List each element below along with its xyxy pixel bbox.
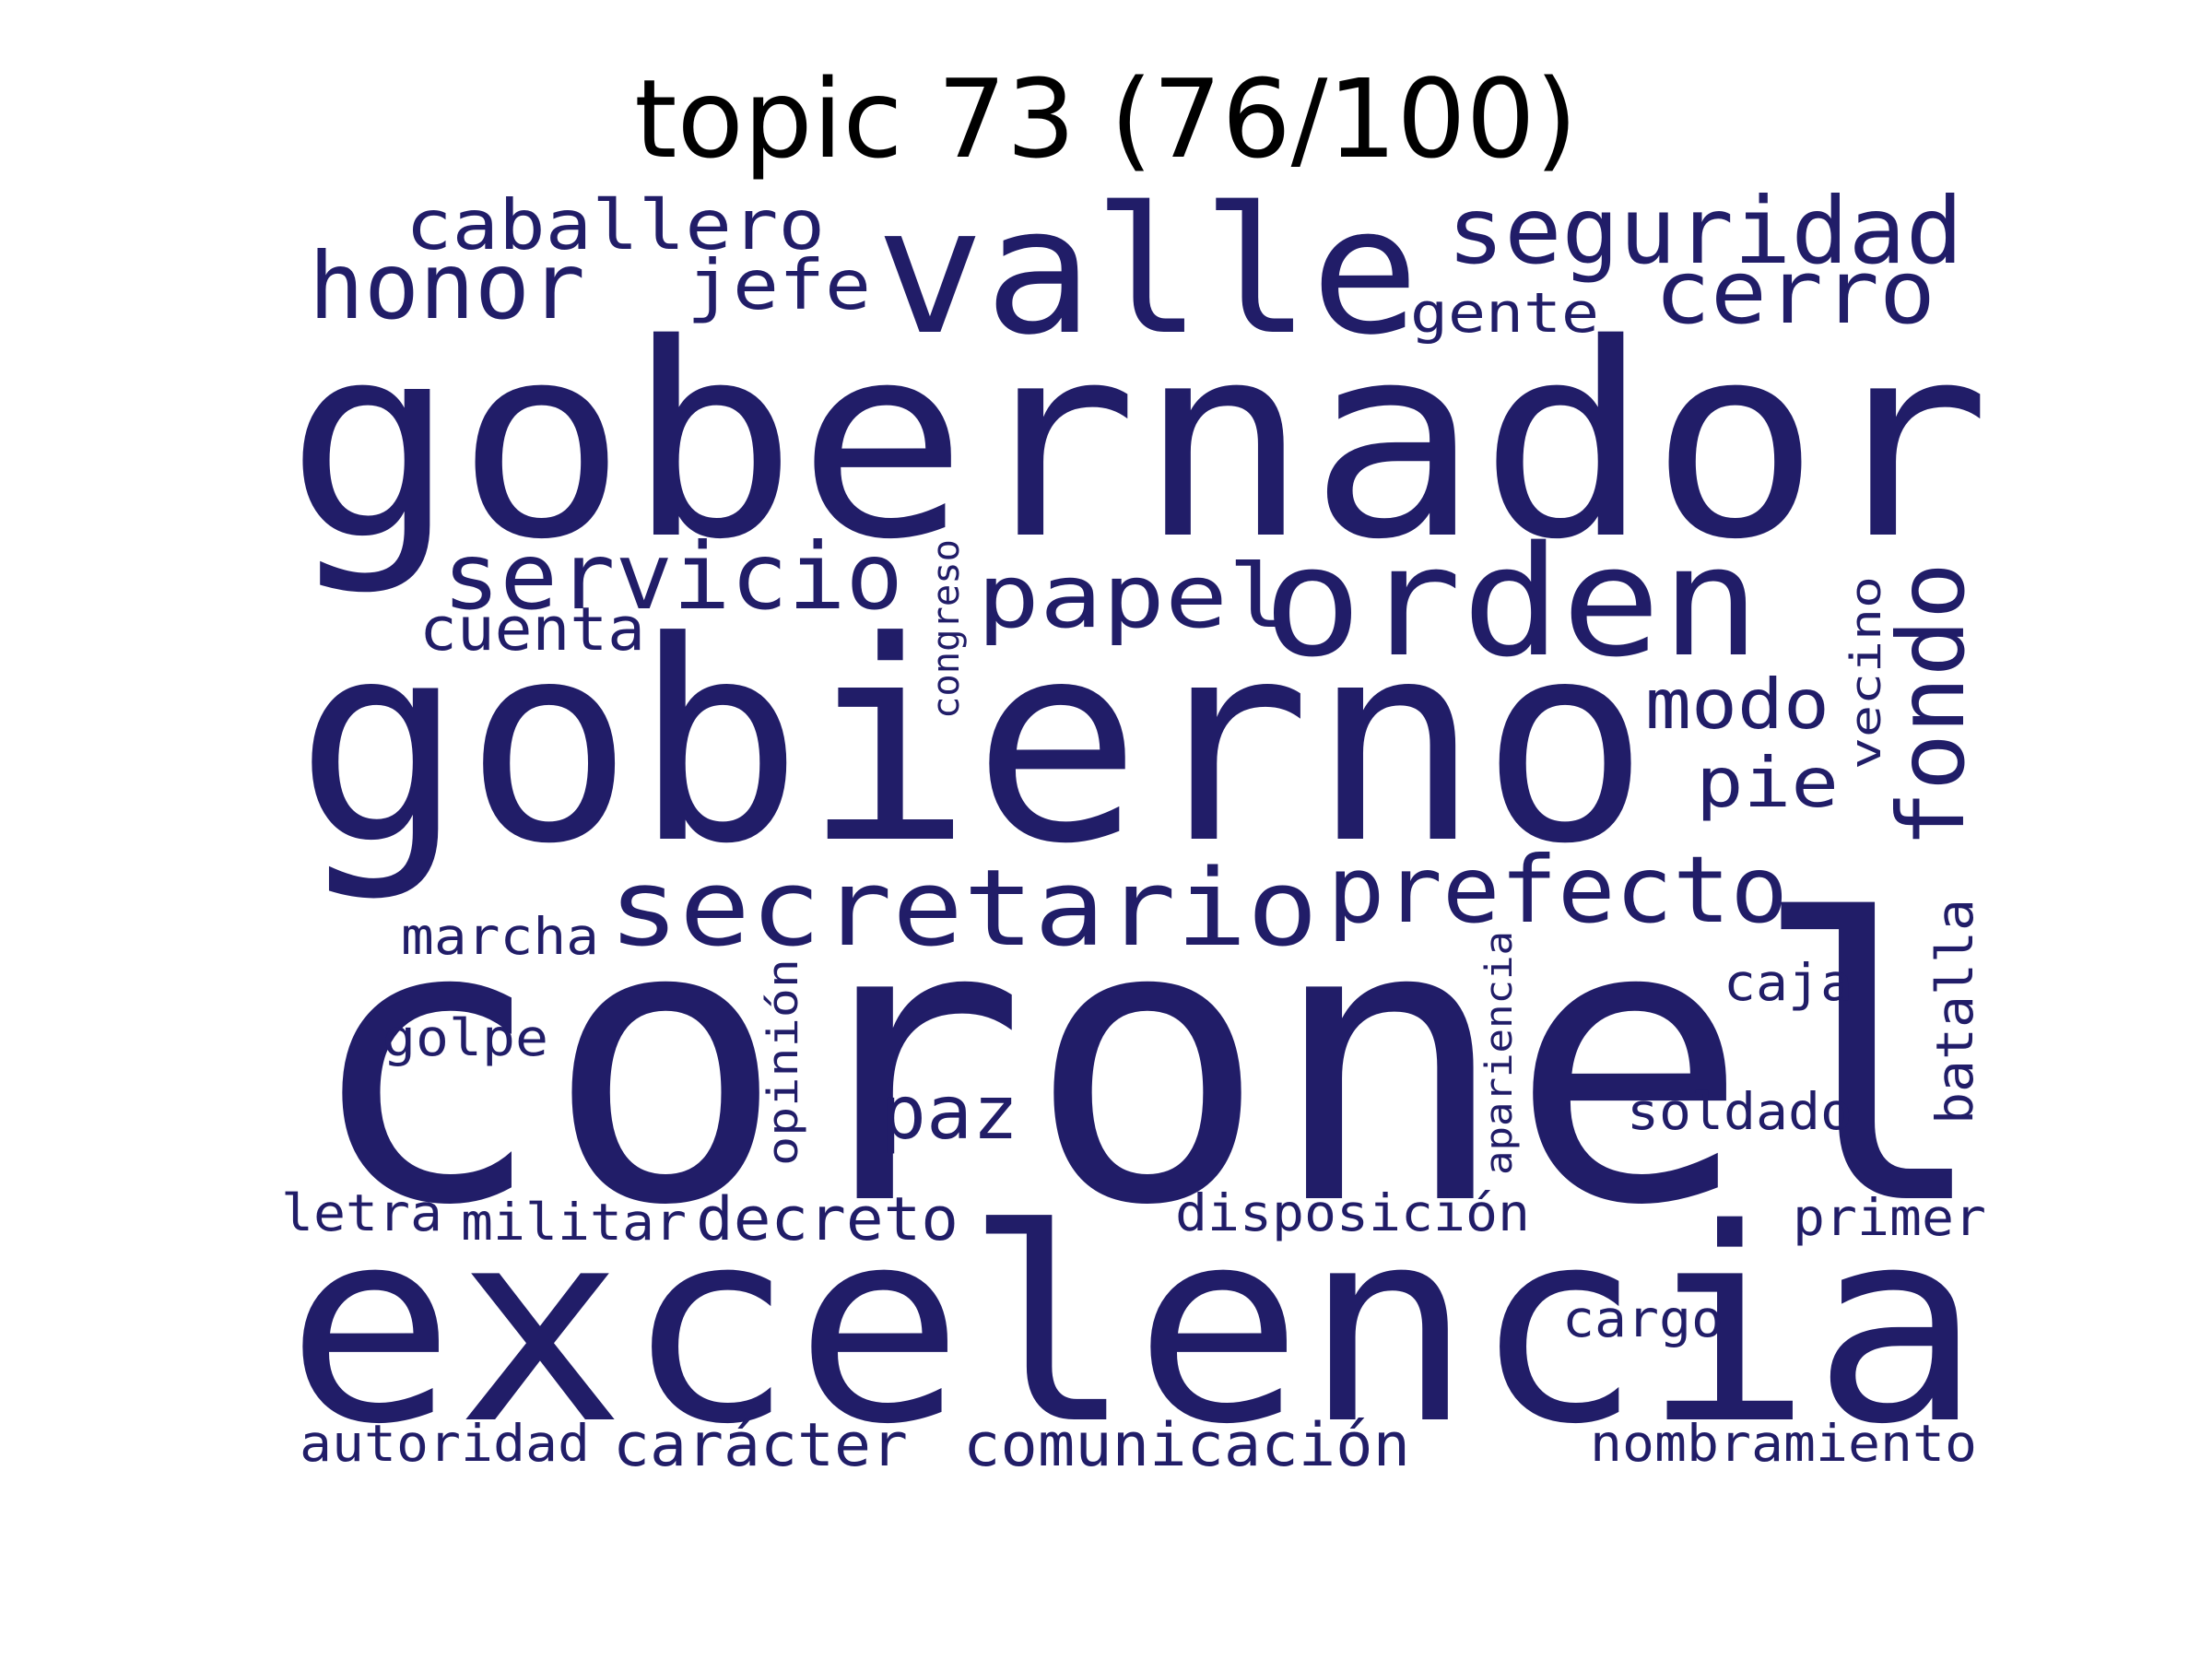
- word-11: servicio: [442, 523, 903, 630]
- word-3: excelencia: [286, 1172, 1982, 1483]
- word-39: apariencia: [1478, 931, 1521, 1175]
- word-15: jefe: [687, 244, 871, 325]
- word-2: gobierno: [295, 582, 1650, 904]
- word-19: pie: [1696, 742, 1839, 823]
- word-37: vecino: [1841, 576, 1890, 770]
- word-35: nombramiento: [1590, 1414, 1977, 1473]
- word-34: comunicación: [963, 1411, 1410, 1480]
- word-8: seguridad: [1447, 177, 1963, 285]
- word-16: gente: [1410, 281, 1599, 346]
- word-28: primer: [1793, 1188, 1986, 1247]
- word-6: secretario: [608, 847, 1318, 971]
- word-31: cargo: [1562, 1289, 1724, 1348]
- word-14: cerro: [1654, 242, 1936, 344]
- word-27: batalla: [1925, 899, 1984, 1124]
- word-1: gobernador: [286, 288, 1991, 598]
- word-38: opinión: [759, 959, 807, 1166]
- word-29: letra: [281, 1183, 442, 1242]
- word-26: caja: [1724, 953, 1853, 1012]
- word-17: cuenta: [419, 595, 645, 665]
- word-18: modo: [1645, 664, 1830, 745]
- word-0: coronel: [304, 840, 1991, 1290]
- word-30: militar: [461, 1193, 687, 1252]
- word-33: carácter: [613, 1411, 908, 1480]
- word-24: disposición: [1175, 1183, 1530, 1242]
- word-32: autoridad: [300, 1414, 590, 1473]
- word-5: orden: [1263, 513, 1760, 690]
- word-22: golpe: [382, 1008, 548, 1067]
- word-10: caballero: [406, 184, 825, 265]
- word-36: congreso: [925, 539, 968, 719]
- word-13: fondo: [1877, 562, 1985, 848]
- word-23: decreto: [696, 1185, 959, 1254]
- word-25: soldado: [1627, 1082, 1853, 1141]
- word-20: paz: [880, 1070, 1018, 1156]
- word-7: prefecto: [1327, 836, 1788, 944]
- chart-title: topic 73 (76/100): [634, 55, 1578, 182]
- word-9: honor: [309, 232, 585, 340]
- word-21: marcha: [401, 907, 599, 966]
- word-12: papel: [977, 547, 1290, 648]
- word-4: valle: [876, 170, 1419, 373]
